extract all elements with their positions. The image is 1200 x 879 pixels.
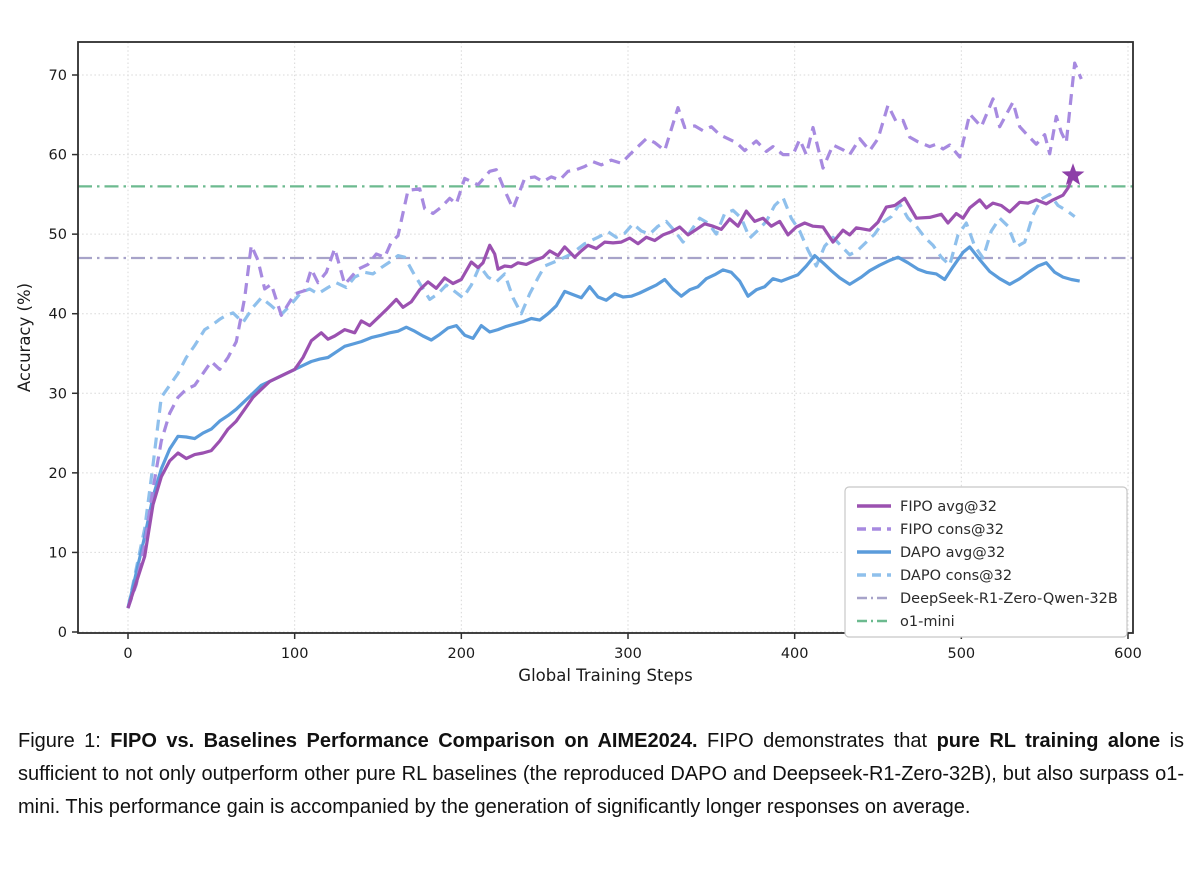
legend-label: o1-mini: [900, 614, 955, 630]
x-tick-label: 500: [947, 646, 975, 662]
x-tick-label: 300: [614, 646, 642, 662]
caption-segment: Figure 1:: [18, 730, 111, 752]
x-tick-label: 600: [1114, 646, 1142, 662]
x-axis-label: Global Training Steps: [518, 666, 692, 685]
y-axis-label: Accuracy (%): [15, 283, 34, 392]
legend-box: [844, 486, 1128, 638]
legend-label: FIPO cons@32: [900, 522, 1004, 538]
legend-label: DAPO avg@32: [900, 545, 1005, 561]
y-tick-label: 0: [58, 625, 67, 641]
y-tick-label: 70: [49, 68, 67, 84]
legend-label: FIPO avg@32: [900, 499, 997, 515]
y-tick-label: 30: [49, 386, 67, 402]
legend-label: DeepSeek-R1-Zero-Qwen-32B: [900, 591, 1118, 607]
legend-label: DAPO cons@32: [900, 568, 1012, 584]
series-fipo-avg-32: [126, 174, 1075, 609]
caption-segment: is sufficient to not only outperform oth…: [18, 730, 1190, 818]
x-tick-label: 100: [281, 646, 309, 662]
chart-canvas: 0 100 200 300 400 500 600 0 10 20 30 40 50 60 70 Global…: [15, 41, 1142, 685]
series-group: [78, 61, 1133, 609]
series-dapo-cons-32: [126, 192, 1076, 609]
legend: FIPO avg@32 FIPO cons@32 DAPO avg@32 DAPO c…: [844, 486, 1128, 638]
figure-caption: Figure 1: FIPO vs. Baselines Performance…: [0, 705, 1200, 823]
caption-bold-segment: FIPO vs. Baselines Performance Compariso…: [110, 730, 698, 752]
x-tick-label: 200: [447, 646, 475, 662]
y-tick-label: 60: [49, 148, 67, 164]
caption-segment: FIPO demonstrates that: [697, 730, 937, 752]
axis-ticks: 0 100 200 300 400 500 600 0 10 20 30 40 50 60 70: [49, 68, 1142, 662]
y-tick-label: 40: [49, 307, 67, 323]
y-tick-label: 50: [49, 227, 67, 243]
y-tick-label: 20: [49, 466, 67, 482]
x-tick-label: 0: [123, 646, 132, 662]
plot-frame: [77, 41, 1134, 634]
series-fipo-cons-32: [126, 61, 1083, 609]
caption-bold-segment: pure RL training alone: [936, 730, 1161, 752]
x-tick-label: 400: [781, 646, 809, 662]
final-point-star-marker: [1061, 163, 1085, 185]
y-tick-label: 10: [49, 545, 67, 561]
